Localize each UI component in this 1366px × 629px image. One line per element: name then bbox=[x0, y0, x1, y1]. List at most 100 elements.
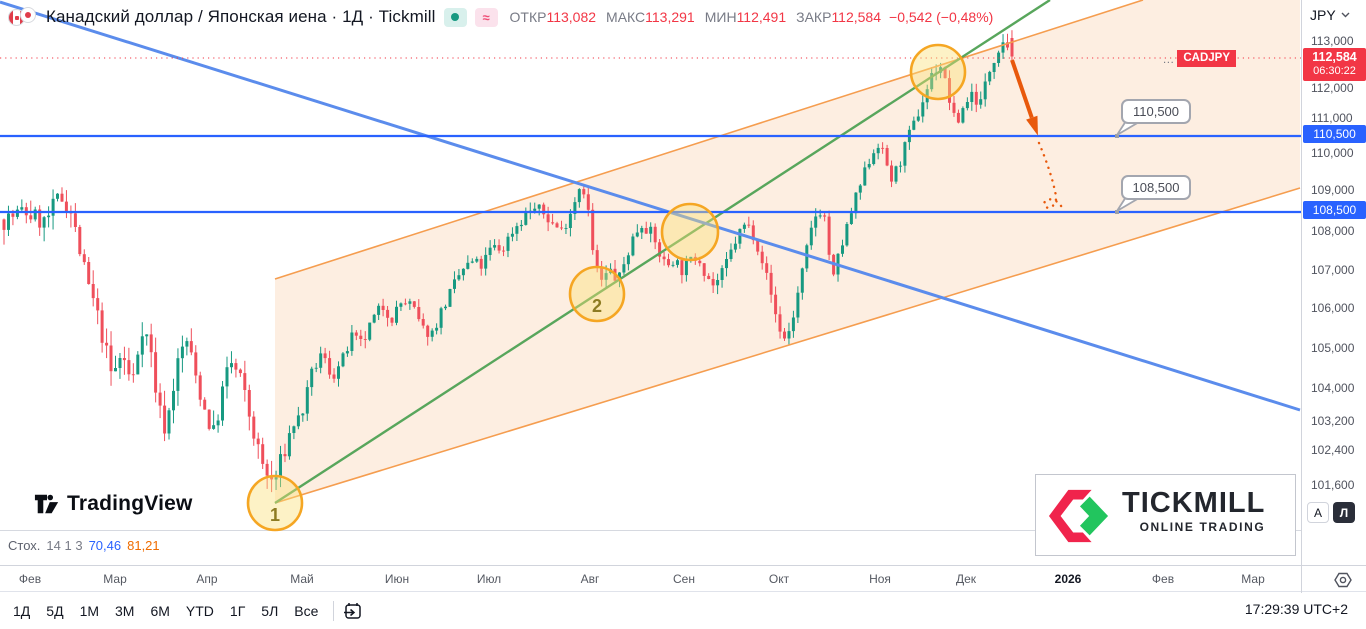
axis-corner-separator bbox=[1301, 566, 1302, 593]
range-button-1м[interactable]: 1М bbox=[79, 603, 100, 619]
trend-channel-fill[interactable] bbox=[275, 0, 1300, 503]
ohlc-value: 112,491 bbox=[736, 9, 787, 25]
ohlc-pair: ОТКР113,082 bbox=[510, 9, 597, 25]
price-callout[interactable]: 110,500 bbox=[1115, 99, 1191, 138]
tradingview-watermark[interactable]: TradingView bbox=[34, 492, 193, 516]
range-button-ytd[interactable]: YTD bbox=[185, 603, 214, 619]
range-button-1д[interactable]: 1Д bbox=[13, 603, 31, 619]
price-tick: 105,000 bbox=[1311, 341, 1355, 355]
ohlc-pair: ЗАКР112,584 bbox=[796, 9, 881, 25]
approx-data-icon[interactable]: ≈ bbox=[474, 7, 498, 27]
ohlc-label: МАКС bbox=[606, 9, 646, 25]
pair-flags-icon bbox=[8, 7, 38, 27]
last-price-badge: 112,584 06:30:22 bbox=[1303, 48, 1366, 81]
circle-number: 2 bbox=[592, 296, 602, 316]
price-axis[interactable]: JPY 113,000 112,000 111,000 110,000 109,000 1… bbox=[1301, 0, 1366, 565]
green-dot-icon bbox=[451, 13, 460, 21]
price-tick: 113,000 bbox=[1311, 34, 1354, 48]
ohlc-values: ОТКР113,082 МАКС113,291 МИН112,491 ЗАКР112,… bbox=[510, 9, 882, 25]
time-axis[interactable]: Фев Мар Апр Май Июн Июл Авг Сен Окт Ноя Дек 2026 Фев… bbox=[0, 565, 1366, 593]
range-button-6м[interactable]: 6М bbox=[150, 603, 170, 619]
level-price-badge: 110,500 bbox=[1303, 125, 1366, 143]
time-tick[interactable]: Апр bbox=[196, 572, 218, 586]
auto-scale-button[interactable]: А bbox=[1307, 502, 1329, 523]
currency-label: JPY bbox=[1310, 7, 1336, 23]
price-tick: 103,200 bbox=[1311, 414, 1355, 428]
stoch-name: Стох. bbox=[8, 538, 41, 553]
ohlc-pair: МИН112,491 bbox=[705, 9, 786, 25]
time-tick[interactable]: 2026 bbox=[1054, 572, 1082, 586]
highlight-circle[interactable]: 1 bbox=[246, 474, 304, 532]
stoch-k-value: 70,46 bbox=[88, 538, 122, 553]
chart-canvas[interactable]: 1 2 110,500 108,500 Канадский доллар / Япон… bbox=[0, 0, 1366, 565]
chart-legend: Канадский доллар / Японская иена · 1Д · … bbox=[8, 7, 993, 27]
range-button-1г[interactable]: 1Г bbox=[229, 603, 246, 619]
bottom-toolbar: 1Д 5Д 1М 3М 6М YTD 1Г 5Л Все 17:29:39 UTC+2 bbox=[0, 593, 1366, 629]
tickmill-logo-text: TICKMILL bbox=[1122, 487, 1266, 519]
ohlc-label: ОТКР bbox=[509, 9, 547, 25]
ascending-trendline[interactable] bbox=[274, 0, 1051, 505]
projection-dotted-path[interactable] bbox=[1037, 141, 1063, 214]
time-tick[interactable]: Окт bbox=[768, 572, 790, 586]
time-tick[interactable]: Фев bbox=[1151, 572, 1175, 586]
last-price-value: 112,584 bbox=[1312, 50, 1357, 64]
time-tick[interactable]: Фев bbox=[18, 572, 42, 586]
stoch-params: 14 1 3 bbox=[46, 538, 83, 553]
log-scale-button[interactable]: Л bbox=[1333, 502, 1355, 523]
price-tick: 107,000 bbox=[1311, 263, 1355, 277]
range-button-все[interactable]: Все bbox=[294, 603, 319, 619]
bar-countdown: 06:30:22 bbox=[1313, 65, 1356, 77]
price-tick: 109,000 bbox=[1311, 183, 1355, 197]
time-tick[interactable]: Июл bbox=[476, 572, 502, 586]
stochastic-legend[interactable]: Стох. 14 1 3 70,46 81,21 bbox=[8, 538, 160, 553]
symbol-title[interactable]: Канадский доллар / Японская иена · 1Д · … bbox=[46, 7, 436, 26]
channel-lower-line[interactable] bbox=[274, 187, 1301, 504]
label-overflow-dots: … bbox=[1162, 51, 1175, 66]
pane-separator[interactable] bbox=[0, 530, 1366, 531]
price-tick: 102,400 bbox=[1311, 443, 1355, 457]
ohlc-pair: МАКС113,291 bbox=[606, 9, 695, 25]
channel-upper-line[interactable] bbox=[274, 0, 1144, 280]
range-button-5л[interactable]: 5Л bbox=[261, 603, 279, 619]
level-price-badge: 108,500 bbox=[1303, 201, 1366, 219]
ohlc-value: 113,291 bbox=[645, 9, 695, 25]
price-tick: 112,000 bbox=[1311, 81, 1354, 95]
time-tick[interactable]: Ноя bbox=[869, 572, 891, 586]
descending-trendline[interactable] bbox=[0, 0, 1301, 412]
time-tick[interactable]: Май bbox=[290, 572, 314, 586]
time-tick[interactable]: Июн bbox=[384, 572, 410, 586]
stoch-d-value: 81,21 bbox=[127, 538, 160, 553]
tradingview-logo-icon bbox=[34, 494, 59, 514]
clock-timezone[interactable]: 17:29:39 UTC+2 bbox=[1244, 601, 1348, 617]
projection-arrow[interactable] bbox=[1010, 59, 1038, 136]
go-to-date-button[interactable] bbox=[342, 599, 368, 623]
highlight-circle[interactable] bbox=[909, 43, 967, 101]
range-button-5д[interactable]: 5Д bbox=[46, 603, 64, 619]
chevron-down-icon bbox=[1341, 12, 1350, 18]
calendar-icon bbox=[344, 603, 362, 619]
time-tick[interactable]: Мар bbox=[1241, 572, 1265, 586]
candlestick-chart[interactable]: 1 2 110,500 108,500 bbox=[0, 0, 1301, 565]
time-tick[interactable]: Авг bbox=[580, 572, 600, 586]
toolbar-divider bbox=[333, 601, 335, 621]
price-callout[interactable]: 108,500 bbox=[1115, 175, 1191, 214]
time-tick[interactable]: Мар bbox=[103, 572, 127, 586]
range-button-3м[interactable]: 3М bbox=[115, 603, 135, 619]
callout-price-label: 108,500 bbox=[1133, 180, 1180, 195]
highlight-circle[interactable]: 2 bbox=[568, 265, 626, 323]
currency-selector[interactable]: JPY bbox=[1310, 7, 1350, 23]
symbol-price-tag[interactable]: CADJPY bbox=[1177, 50, 1236, 67]
price-tick: 101,600 bbox=[1311, 478, 1355, 492]
timezone-settings-icon[interactable] bbox=[1332, 569, 1354, 591]
highlight-circle[interactable] bbox=[660, 202, 720, 262]
time-tick[interactable]: Сен bbox=[673, 572, 695, 586]
time-tick[interactable]: Дек bbox=[955, 572, 977, 586]
market-status-icon[interactable] bbox=[443, 7, 467, 27]
candles bbox=[2, 30, 1014, 493]
change-value: −0,542 (−0,48%) bbox=[889, 9, 994, 25]
date-range-buttons: 1Д 5Д 1М 3М 6М YTD 1Г 5Л Все bbox=[0, 598, 325, 624]
price-tick: 111,000 bbox=[1311, 111, 1353, 125]
ohlc-value: 113,082 bbox=[546, 9, 597, 25]
ohlc-value: 112,584 bbox=[831, 9, 882, 25]
ohlc-label: ЗАКР bbox=[796, 9, 832, 25]
